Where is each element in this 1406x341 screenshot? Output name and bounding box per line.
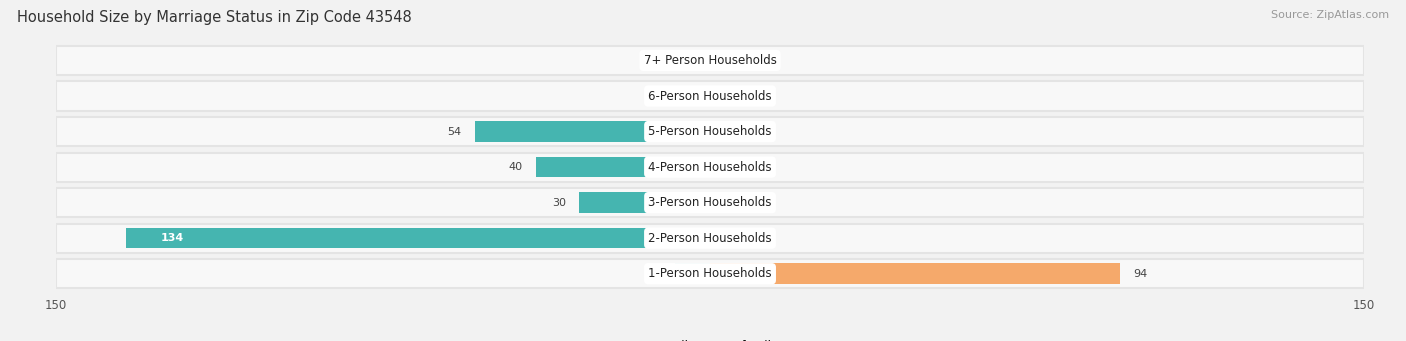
- Text: 0: 0: [758, 91, 765, 101]
- Text: 40: 40: [509, 162, 523, 172]
- Bar: [56, 259, 1364, 288]
- Bar: [710, 121, 745, 142]
- FancyBboxPatch shape: [96, 224, 1324, 252]
- FancyBboxPatch shape: [96, 82, 1324, 110]
- FancyBboxPatch shape: [56, 46, 1364, 75]
- Bar: [710, 86, 745, 106]
- FancyBboxPatch shape: [56, 224, 1364, 253]
- Bar: [579, 192, 710, 213]
- Bar: [710, 228, 745, 249]
- Text: 54: 54: [447, 127, 461, 136]
- FancyBboxPatch shape: [96, 189, 1324, 216]
- Bar: [475, 121, 710, 142]
- Text: 3-Person Households: 3-Person Households: [648, 196, 772, 209]
- Text: 94: 94: [1133, 269, 1147, 279]
- Bar: [675, 86, 710, 106]
- Bar: [56, 188, 1364, 217]
- FancyBboxPatch shape: [56, 259, 1364, 288]
- Bar: [675, 263, 710, 284]
- FancyBboxPatch shape: [96, 118, 1324, 145]
- Bar: [710, 157, 745, 177]
- Text: Source: ZipAtlas.com: Source: ZipAtlas.com: [1271, 10, 1389, 20]
- FancyBboxPatch shape: [56, 188, 1364, 217]
- Text: 4-Person Households: 4-Person Households: [648, 161, 772, 174]
- Bar: [710, 263, 1119, 284]
- Text: 7+ Person Households: 7+ Person Households: [644, 54, 776, 67]
- Text: 0: 0: [758, 198, 765, 208]
- FancyBboxPatch shape: [96, 47, 1324, 74]
- Text: 1-Person Households: 1-Person Households: [648, 267, 772, 280]
- Bar: [56, 117, 1364, 146]
- Bar: [56, 224, 1364, 253]
- Legend: Family, Nonfamily: Family, Nonfamily: [637, 336, 783, 341]
- Text: 0: 0: [758, 56, 765, 65]
- FancyBboxPatch shape: [96, 260, 1324, 287]
- Bar: [536, 157, 710, 177]
- Bar: [56, 46, 1364, 75]
- FancyBboxPatch shape: [56, 152, 1364, 182]
- Text: 5-Person Households: 5-Person Households: [648, 125, 772, 138]
- Bar: [56, 81, 1364, 110]
- Text: 0: 0: [655, 56, 662, 65]
- Bar: [127, 228, 710, 249]
- Text: 6-Person Households: 6-Person Households: [648, 89, 772, 103]
- FancyBboxPatch shape: [56, 81, 1364, 110]
- Bar: [675, 50, 710, 71]
- Text: Household Size by Marriage Status in Zip Code 43548: Household Size by Marriage Status in Zip…: [17, 10, 412, 25]
- FancyBboxPatch shape: [96, 153, 1324, 181]
- Bar: [710, 192, 745, 213]
- Text: 0: 0: [655, 91, 662, 101]
- Bar: [710, 50, 745, 71]
- Text: 0: 0: [758, 127, 765, 136]
- FancyBboxPatch shape: [56, 117, 1364, 146]
- Bar: [56, 152, 1364, 182]
- Text: 30: 30: [553, 198, 567, 208]
- Text: 0: 0: [758, 233, 765, 243]
- Text: 134: 134: [160, 233, 184, 243]
- Text: 2-Person Households: 2-Person Households: [648, 232, 772, 245]
- Text: 0: 0: [758, 162, 765, 172]
- Text: 0: 0: [655, 269, 662, 279]
